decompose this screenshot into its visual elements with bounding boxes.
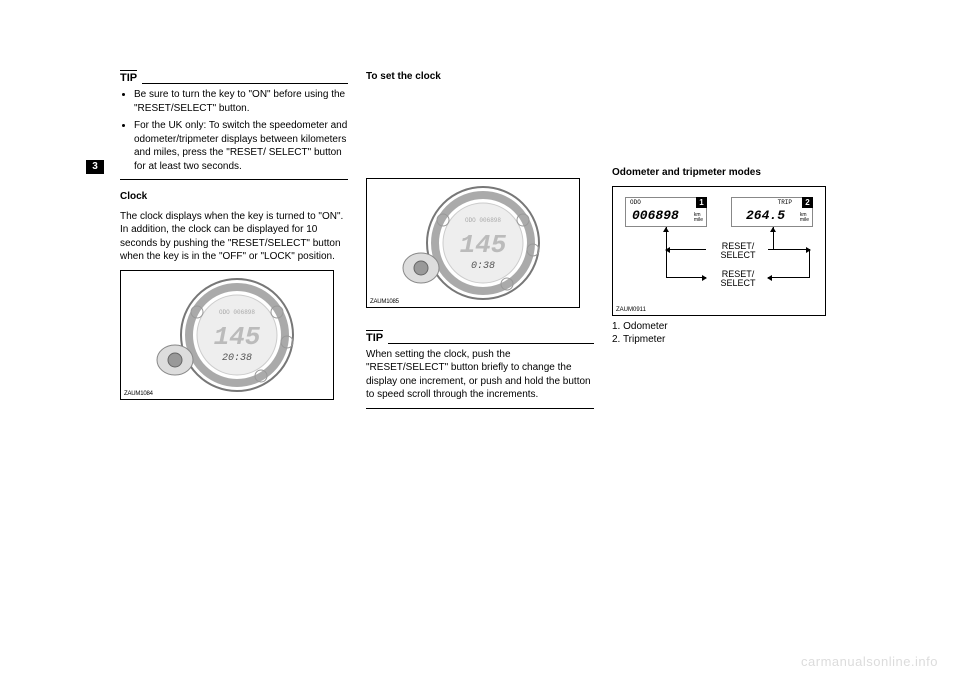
svg-text:ODO 006898: ODO 006898 bbox=[465, 217, 501, 224]
clock-heading: Clock bbox=[120, 190, 348, 204]
tip-label: TIP bbox=[120, 70, 137, 84]
trip-display: TRIP 264.5 kmmile 2 bbox=[731, 197, 813, 227]
svg-text:145: 145 bbox=[214, 322, 261, 352]
odo-label: ODO bbox=[630, 199, 641, 206]
svg-text:0:38: 0:38 bbox=[471, 261, 495, 272]
svg-text:20:38: 20:38 bbox=[222, 353, 252, 364]
clock-text: The clock displays when the key is turne… bbox=[120, 210, 348, 264]
section-number-badge: 3 bbox=[86, 160, 104, 174]
arrow-line bbox=[768, 277, 810, 278]
arrowhead-icon bbox=[663, 227, 669, 232]
column-2: To set the clock 145 0:38 ODO 006898 ZAU… bbox=[366, 70, 594, 620]
tip-item: Be sure to turn the key to "ON" before u… bbox=[134, 88, 348, 115]
gauge-icon: 145 0:38 ODO 006898 bbox=[373, 180, 573, 306]
figure-id: ZAUM1084 bbox=[124, 391, 153, 397]
gauge-icon: 145 20:38 ODO 006898 bbox=[127, 272, 327, 398]
arrow-line bbox=[666, 277, 706, 278]
tip-block: Be sure to turn the key to "ON" before u… bbox=[120, 88, 348, 173]
odo-unit: kmmile bbox=[694, 213, 703, 223]
trip-unit: kmmile bbox=[800, 213, 809, 223]
divider bbox=[120, 179, 348, 180]
trip-value: 264.5 bbox=[746, 208, 785, 223]
tip-item: For the UK only: To switch the speedomet… bbox=[134, 119, 348, 173]
arrow-line bbox=[666, 249, 706, 250]
divider bbox=[366, 408, 594, 409]
column-3: Odometer and tripmeter modes ODO 006898 … bbox=[612, 70, 840, 620]
arrow-line bbox=[809, 249, 810, 277]
arrow-line bbox=[768, 249, 810, 250]
watermark: carmanualsonline.info bbox=[801, 654, 938, 669]
legend-item: 1. Odometer bbox=[612, 320, 840, 334]
clock-set-heading: To set the clock bbox=[366, 70, 594, 84]
callout-badge: 1 bbox=[696, 197, 707, 208]
tip-label: TIP bbox=[366, 330, 383, 344]
figure-clock-a: 145 20:38 ODO 006898 ZAUM1084 bbox=[120, 270, 334, 400]
legend-item: 2. Tripmeter bbox=[612, 333, 840, 347]
button-label: RESET/ SELECT bbox=[708, 242, 768, 261]
spacer bbox=[366, 316, 594, 330]
svg-text:ODO 006898: ODO 006898 bbox=[219, 309, 255, 316]
odo-display: ODO 006898 kmmile 1 bbox=[625, 197, 707, 227]
arrow-line bbox=[666, 249, 667, 277]
odo-value: 006898 bbox=[632, 208, 679, 223]
tip-text: When setting the clock, push the "RESET/… bbox=[366, 348, 594, 402]
odo-trip-heading: Odometer and tripmeter modes bbox=[612, 166, 840, 180]
button-label: RESET/ SELECT bbox=[708, 270, 768, 289]
figure-clock-b: 145 0:38 ODO 006898 ZAUM1085 bbox=[366, 178, 580, 308]
svg-text:145: 145 bbox=[460, 230, 507, 260]
tip-rule bbox=[142, 83, 348, 84]
tip-rule bbox=[388, 343, 594, 344]
figure-legend: 1. Odometer 2. Tripmeter bbox=[612, 320, 840, 347]
figure-odo-trip: ODO 006898 kmmile 1 TRIP 264.5 kmmile 2 … bbox=[612, 186, 826, 316]
callout-badge: 2 bbox=[802, 197, 813, 208]
arrowhead-icon bbox=[770, 227, 776, 232]
figure-id: ZAUM0911 bbox=[616, 307, 646, 313]
steps-partial bbox=[612, 70, 840, 160]
column-1: 3 TIP Be sure to turn the key to "ON" be… bbox=[120, 70, 348, 620]
figure-id: ZAUM1085 bbox=[370, 299, 399, 305]
trip-label: TRIP bbox=[778, 199, 792, 206]
spacer bbox=[366, 90, 594, 178]
